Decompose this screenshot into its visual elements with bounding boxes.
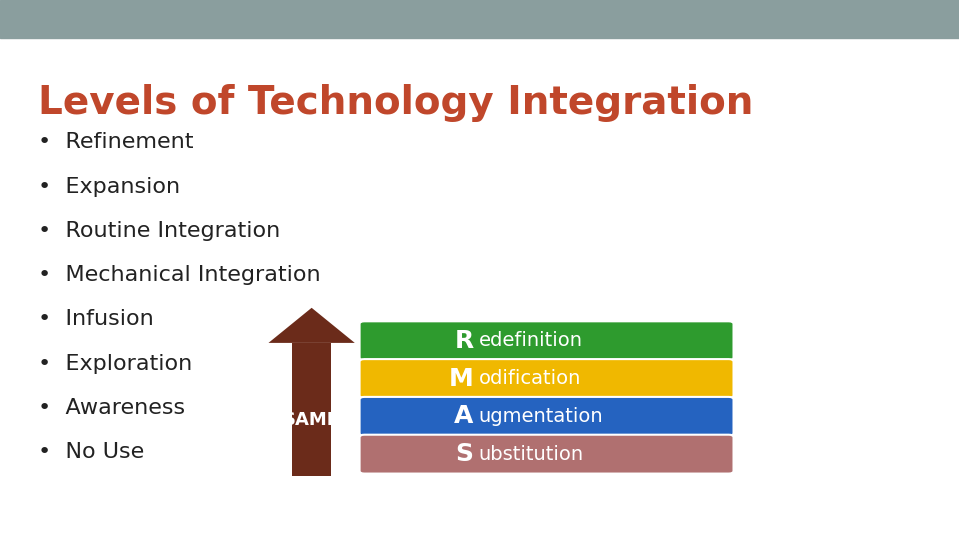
Text: odification: odification (478, 369, 581, 388)
Text: •  Mechanical Integration: • Mechanical Integration (38, 265, 321, 285)
Text: A: A (454, 404, 473, 428)
Polygon shape (269, 308, 355, 343)
FancyBboxPatch shape (360, 435, 733, 474)
Text: •  Routine Integration: • Routine Integration (38, 221, 280, 241)
Bar (0, 0, 959, 38)
Text: M: M (449, 367, 473, 390)
Text: •  Exploration: • Exploration (38, 354, 193, 374)
Text: SAMR: SAMR (282, 411, 341, 429)
FancyBboxPatch shape (360, 397, 733, 436)
Text: •  Expansion: • Expansion (38, 177, 180, 197)
Text: R: R (454, 329, 473, 353)
Text: •  Infusion: • Infusion (38, 309, 155, 329)
Bar (293, 343, 331, 476)
Text: S: S (456, 442, 473, 466)
FancyBboxPatch shape (360, 359, 733, 398)
Text: •  Refinement: • Refinement (38, 132, 194, 152)
Text: ugmentation: ugmentation (478, 407, 603, 426)
FancyBboxPatch shape (360, 321, 733, 360)
Text: •  Awareness: • Awareness (38, 398, 185, 418)
Text: edefinition: edefinition (478, 331, 583, 350)
Text: ubstitution: ubstitution (478, 444, 584, 464)
Text: •  No Use: • No Use (38, 442, 145, 462)
Text: Levels of Technology Integration: Levels of Technology Integration (38, 84, 754, 122)
